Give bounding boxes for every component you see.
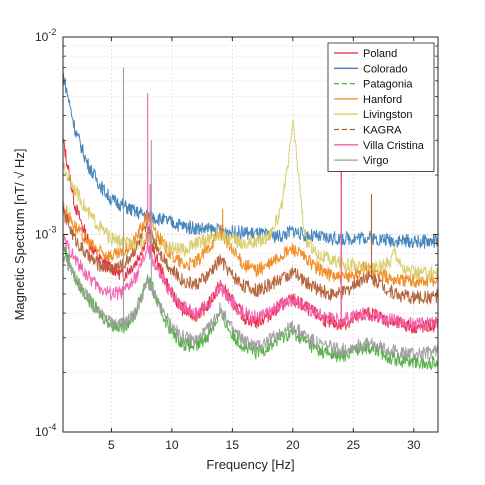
x-tick-label: 5	[108, 438, 115, 452]
legend-label: Poland	[363, 48, 397, 60]
series-line-villa-cristina	[63, 232, 438, 332]
x-axis-label: Frequency [Hz]	[206, 457, 294, 472]
plot-area	[63, 67, 438, 371]
y-axis-label: Magnetic Spectrum [nT/ √ Hz]	[12, 149, 27, 321]
legend-label: Colorado	[363, 63, 408, 75]
legend-label: Patagonia	[363, 79, 413, 91]
y-tick-label: 10-2	[35, 27, 56, 44]
x-tick-label: 30	[407, 438, 421, 452]
legend-label: Hanford	[363, 94, 402, 106]
legend-box	[327, 42, 435, 172]
y-tick-label: 10-4	[35, 422, 56, 439]
x-axis: 5 10 15 20 25 30	[108, 37, 421, 452]
legend: Poland Colorado Patagonia Hanford Livingston…	[327, 42, 435, 172]
series-line-livingston	[63, 119, 438, 280]
x-tick-label: 15	[226, 438, 240, 452]
series-line-colorado	[63, 72, 438, 249]
series-line-kagra	[63, 205, 438, 305]
series-line-virgo	[63, 249, 438, 361]
legend-label: Livingston	[363, 109, 413, 121]
y-tick-label: 10-3	[35, 225, 56, 242]
x-tick-label: 10	[165, 438, 179, 452]
x-tick-label: 20	[286, 438, 300, 452]
legend-label: Villa Cristina	[363, 140, 425, 152]
series-group	[63, 67, 438, 371]
y-axis: 10-4 10-3 10-2	[35, 27, 438, 439]
legend-label: KAGRA	[363, 125, 402, 137]
x-tick-label: 25	[347, 438, 361, 452]
legend-label: Virgo	[363, 155, 388, 167]
